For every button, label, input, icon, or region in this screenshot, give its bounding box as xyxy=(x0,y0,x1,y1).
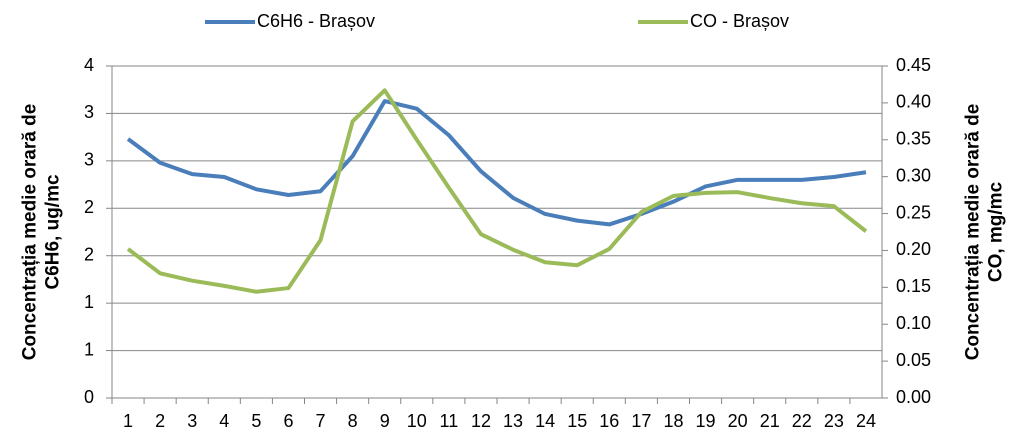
x-tick-label: 6 xyxy=(283,411,293,431)
x-tick-label: 24 xyxy=(856,411,876,431)
x-tick-label: 23 xyxy=(824,411,844,431)
y-tick-label: 3 xyxy=(84,102,94,122)
y-tick-label: 2 xyxy=(84,244,94,264)
y2-tick-label: 0.40 xyxy=(896,92,931,112)
x-tick-label: 17 xyxy=(631,411,651,431)
x-tick-label: 2 xyxy=(155,411,165,431)
y2-tick-label: 0.35 xyxy=(896,129,931,149)
x-tick-label: 5 xyxy=(251,411,261,431)
y-tick-label: 1 xyxy=(84,339,94,359)
legend-label: CO - Brașov xyxy=(690,11,789,31)
x-tick-label: 19 xyxy=(696,411,716,431)
x-tick-label: 4 xyxy=(219,411,229,431)
y-axis-title: Concentrația medie orară deC6H6, ug/mc xyxy=(20,104,64,361)
x-tick-label: 11 xyxy=(440,411,459,431)
y-tick-label: 0 xyxy=(84,387,94,407)
y2-tick-label: 0.05 xyxy=(896,350,931,370)
x-tick-label: 9 xyxy=(380,411,390,431)
x-tick-label: 14 xyxy=(535,411,555,431)
x-tick-label: 1 xyxy=(123,411,133,431)
x-tick-label: 12 xyxy=(471,411,491,431)
x-tick-label: 3 xyxy=(187,411,197,431)
x-tick-label: 18 xyxy=(663,411,683,431)
x-tick-label: 16 xyxy=(599,411,619,431)
x-tick-label: 20 xyxy=(728,411,748,431)
y-tick-label: 4 xyxy=(84,55,94,75)
x-tick-label: 10 xyxy=(407,411,427,431)
y2-tick-label: 0.20 xyxy=(896,239,931,259)
y-tick-label: 2 xyxy=(84,197,94,217)
y2-axis-title: Concentrația medie orară deCO, mg/mc xyxy=(963,104,1007,361)
y-tick-label: 3 xyxy=(84,150,94,170)
y-tick-label: 1 xyxy=(84,292,94,312)
y2-tick-label: 0.10 xyxy=(896,313,931,333)
y2-tick-label: 0.25 xyxy=(896,202,931,222)
series-line xyxy=(126,88,868,294)
x-tick-label: 15 xyxy=(567,411,587,431)
x-tick-label: 13 xyxy=(503,411,523,431)
x-tick-label: 8 xyxy=(348,411,358,431)
x-tick-label: 22 xyxy=(792,411,812,431)
y2-tick-label: 0.15 xyxy=(896,276,931,296)
y2-tick-label: 0.45 xyxy=(896,55,931,75)
y2-tick-label: 0.00 xyxy=(896,387,931,407)
legend-label: C6H6 - Brașov xyxy=(257,11,375,31)
x-tick-label: 21 xyxy=(760,411,780,431)
series-line xyxy=(126,99,867,227)
x-tick-label: 7 xyxy=(316,411,326,431)
y2-tick-label: 0.30 xyxy=(896,165,931,185)
